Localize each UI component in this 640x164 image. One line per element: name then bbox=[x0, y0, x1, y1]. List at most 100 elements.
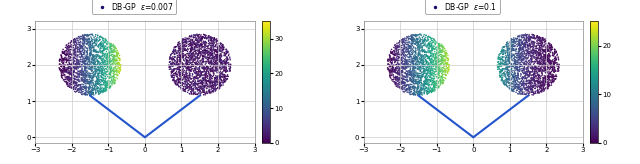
Point bbox=[207, 58, 217, 60]
Point bbox=[429, 71, 440, 73]
Point bbox=[428, 63, 438, 65]
Point bbox=[168, 49, 179, 51]
Point bbox=[67, 76, 77, 79]
Point bbox=[72, 47, 83, 49]
Point bbox=[207, 41, 217, 43]
Point bbox=[97, 45, 107, 48]
Point bbox=[532, 57, 543, 60]
Point bbox=[93, 93, 104, 95]
Point bbox=[112, 49, 122, 52]
Point bbox=[78, 42, 88, 45]
Point bbox=[507, 41, 517, 44]
Point bbox=[536, 54, 547, 57]
Point bbox=[540, 71, 550, 74]
Point bbox=[59, 68, 69, 71]
Point bbox=[407, 42, 417, 45]
Point bbox=[516, 47, 526, 49]
Point bbox=[57, 52, 67, 54]
Point bbox=[204, 42, 214, 45]
Point bbox=[417, 36, 428, 39]
Point bbox=[409, 92, 419, 95]
Point bbox=[71, 55, 81, 58]
Point bbox=[222, 70, 232, 72]
Point bbox=[527, 61, 537, 63]
Point bbox=[429, 41, 439, 43]
Point bbox=[554, 59, 564, 61]
Point bbox=[71, 47, 81, 50]
Point bbox=[84, 88, 94, 90]
Point bbox=[85, 74, 95, 77]
Point bbox=[194, 89, 204, 91]
Point bbox=[202, 37, 212, 40]
Point bbox=[109, 45, 119, 47]
Point bbox=[545, 84, 555, 87]
Point bbox=[97, 51, 108, 54]
Point bbox=[542, 68, 552, 71]
Point bbox=[196, 42, 207, 45]
Point bbox=[404, 45, 415, 47]
Point bbox=[407, 53, 417, 56]
Point bbox=[198, 60, 208, 63]
Point bbox=[422, 90, 433, 92]
Point bbox=[403, 51, 413, 54]
Point bbox=[550, 56, 560, 58]
Point bbox=[209, 69, 220, 72]
Point bbox=[214, 47, 225, 49]
Point bbox=[515, 48, 525, 51]
Point bbox=[67, 86, 77, 89]
Point bbox=[187, 46, 197, 48]
Point bbox=[520, 52, 530, 55]
Point bbox=[517, 41, 527, 44]
Point bbox=[440, 52, 451, 55]
Point bbox=[169, 49, 179, 51]
Point bbox=[520, 75, 530, 78]
Point bbox=[220, 64, 230, 67]
Point bbox=[416, 59, 426, 62]
Point bbox=[535, 47, 545, 50]
Point bbox=[74, 36, 84, 39]
Point bbox=[208, 90, 218, 93]
Point bbox=[399, 39, 409, 41]
Point bbox=[534, 91, 545, 94]
Point bbox=[86, 45, 96, 47]
Point bbox=[191, 77, 202, 80]
Point bbox=[515, 41, 525, 44]
Point bbox=[524, 34, 534, 36]
Point bbox=[220, 62, 230, 65]
Point bbox=[519, 51, 529, 54]
Point bbox=[549, 75, 559, 77]
Point bbox=[215, 57, 225, 60]
Point bbox=[207, 39, 217, 41]
Point bbox=[545, 51, 556, 54]
Point bbox=[415, 61, 425, 63]
Point bbox=[102, 65, 113, 68]
Point bbox=[89, 50, 99, 53]
Point bbox=[175, 42, 185, 45]
Point bbox=[419, 42, 429, 45]
Point bbox=[186, 57, 196, 60]
Point bbox=[102, 52, 113, 55]
Point bbox=[189, 41, 199, 44]
Point bbox=[115, 54, 125, 57]
Point bbox=[93, 74, 103, 77]
Point bbox=[197, 57, 207, 60]
Point bbox=[58, 74, 68, 77]
Point bbox=[541, 48, 552, 51]
Point bbox=[414, 36, 424, 38]
Point bbox=[190, 35, 200, 37]
Point bbox=[540, 65, 550, 67]
Point bbox=[511, 66, 521, 69]
Point bbox=[63, 81, 73, 84]
Point bbox=[201, 81, 211, 84]
Point bbox=[506, 48, 516, 50]
Point bbox=[513, 72, 524, 75]
Point bbox=[532, 40, 542, 43]
Point bbox=[413, 45, 424, 48]
Point bbox=[515, 61, 525, 64]
Point bbox=[76, 45, 86, 47]
Point bbox=[97, 41, 107, 43]
Point bbox=[211, 77, 221, 80]
Point bbox=[506, 51, 516, 53]
Point bbox=[201, 36, 211, 39]
Point bbox=[172, 75, 182, 78]
